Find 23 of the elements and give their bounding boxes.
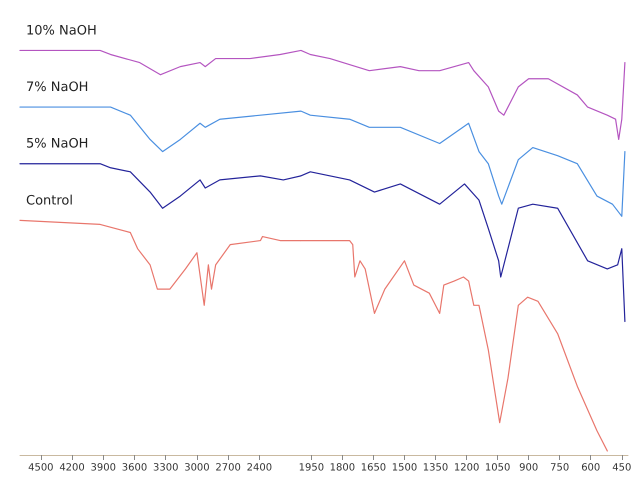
- x-tick-label: 1500: [392, 462, 418, 474]
- x-tick-label: 1050: [484, 462, 510, 474]
- x-tick-label: 1800: [330, 462, 356, 474]
- series-label: 5% NaOH: [26, 136, 88, 152]
- x-tick-label: 450: [612, 462, 631, 474]
- x-tick-label: 3000: [184, 462, 210, 474]
- x-tick-label: 3300: [152, 462, 178, 474]
- x-tick-label: 2400: [246, 462, 272, 474]
- x-tick-label: 1350: [422, 462, 448, 474]
- x-tick-label: 1200: [454, 462, 480, 474]
- series-label: Control: [26, 193, 73, 208]
- x-tick-label: 4500: [28, 462, 54, 474]
- x-tick-label: 4200: [59, 462, 85, 474]
- x-tick-label: 1650: [360, 462, 386, 474]
- x-tick-label: 750: [550, 462, 570, 474]
- x-tick-label: 900: [519, 462, 538, 474]
- series-label: 7% NaOH: [26, 80, 88, 96]
- x-tick-label: 2700: [215, 462, 241, 474]
- series-label: 10% NaOH: [26, 23, 97, 38]
- x-tick-label: 3900: [90, 462, 116, 474]
- x-tick-label: 3600: [122, 462, 148, 474]
- x-tick-label: 1950: [298, 462, 324, 474]
- x-tick-label: 600: [581, 462, 600, 474]
